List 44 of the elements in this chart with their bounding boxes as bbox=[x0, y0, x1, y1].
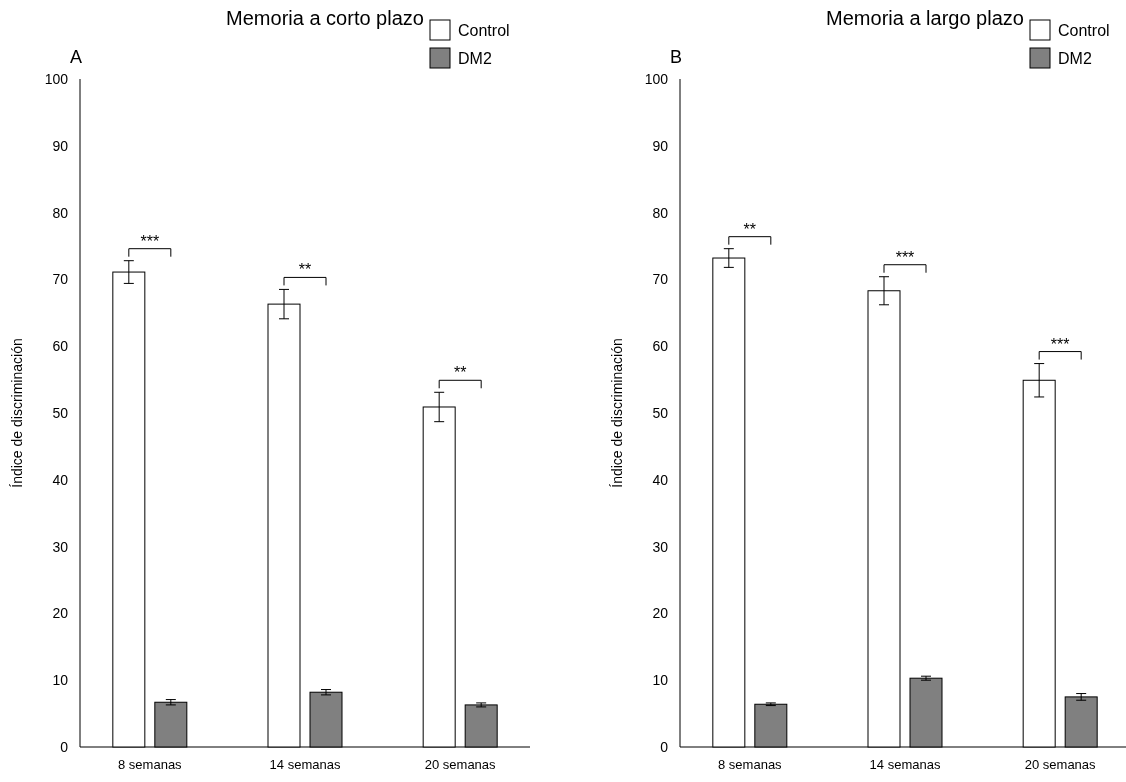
annotation: ** bbox=[298, 261, 312, 279]
y-tick-label: 30 bbox=[652, 538, 669, 555]
annotation: *** bbox=[895, 248, 915, 266]
chart-title: Memoria a largo plazo bbox=[826, 7, 1024, 29]
y-tick-label: 40 bbox=[652, 471, 669, 488]
y-axis-title: Índice de discriminación bbox=[609, 338, 625, 488]
annotation: ** bbox=[743, 220, 757, 238]
legend-label: DM2 bbox=[458, 49, 492, 67]
y-tick-label: 90 bbox=[52, 137, 69, 154]
x-tick-label: 8 semanas bbox=[118, 757, 183, 772]
y-tick-label: 10 bbox=[52, 672, 69, 689]
text: A bbox=[70, 47, 83, 67]
y-tick-label: 50 bbox=[652, 404, 669, 421]
y-tick-label: 20 bbox=[52, 605, 69, 622]
y-tick-label: 50 bbox=[52, 404, 69, 421]
annotation: ** bbox=[453, 364, 467, 382]
x-tick-label: 14 semanas bbox=[869, 757, 941, 772]
x-tick-label: 20 semanas bbox=[1024, 757, 1097, 772]
x-tick-label: 14 semanas bbox=[269, 757, 341, 772]
y-tick-label: 100 bbox=[644, 70, 669, 87]
legend-label: Control bbox=[1058, 21, 1110, 39]
y-tick-label: 60 bbox=[52, 338, 69, 355]
y-tick-label: 0 bbox=[60, 738, 69, 755]
y-tick-label: 90 bbox=[652, 137, 669, 154]
legend-label: Control bbox=[458, 21, 510, 39]
chart-title: Memoria a corto plazo bbox=[226, 7, 424, 29]
y-tick-label: 60 bbox=[652, 338, 669, 355]
annotation: *** bbox=[140, 232, 160, 250]
text: B bbox=[670, 47, 683, 67]
y-tick-label: 20 bbox=[652, 605, 669, 622]
y-tick-label: 10 bbox=[652, 672, 669, 689]
annotation: *** bbox=[1050, 335, 1070, 353]
legend-label: DM2 bbox=[1058, 49, 1092, 67]
x-tick-label: 20 semanas bbox=[424, 757, 497, 772]
x-tick-label: 8 semanas bbox=[718, 757, 783, 772]
y-tick-label: 30 bbox=[52, 538, 69, 555]
y-tick-label: 70 bbox=[52, 271, 69, 288]
y-axis-title: Índice de discriminación bbox=[9, 338, 25, 488]
y-tick-label: 40 bbox=[52, 471, 69, 488]
y-tick-label: 100 bbox=[44, 70, 69, 87]
y-tick-label: 0 bbox=[660, 738, 669, 755]
y-tick-label: 80 bbox=[52, 204, 69, 221]
y-tick-label: 80 bbox=[652, 204, 669, 221]
y-tick-label: 70 bbox=[652, 271, 669, 288]
